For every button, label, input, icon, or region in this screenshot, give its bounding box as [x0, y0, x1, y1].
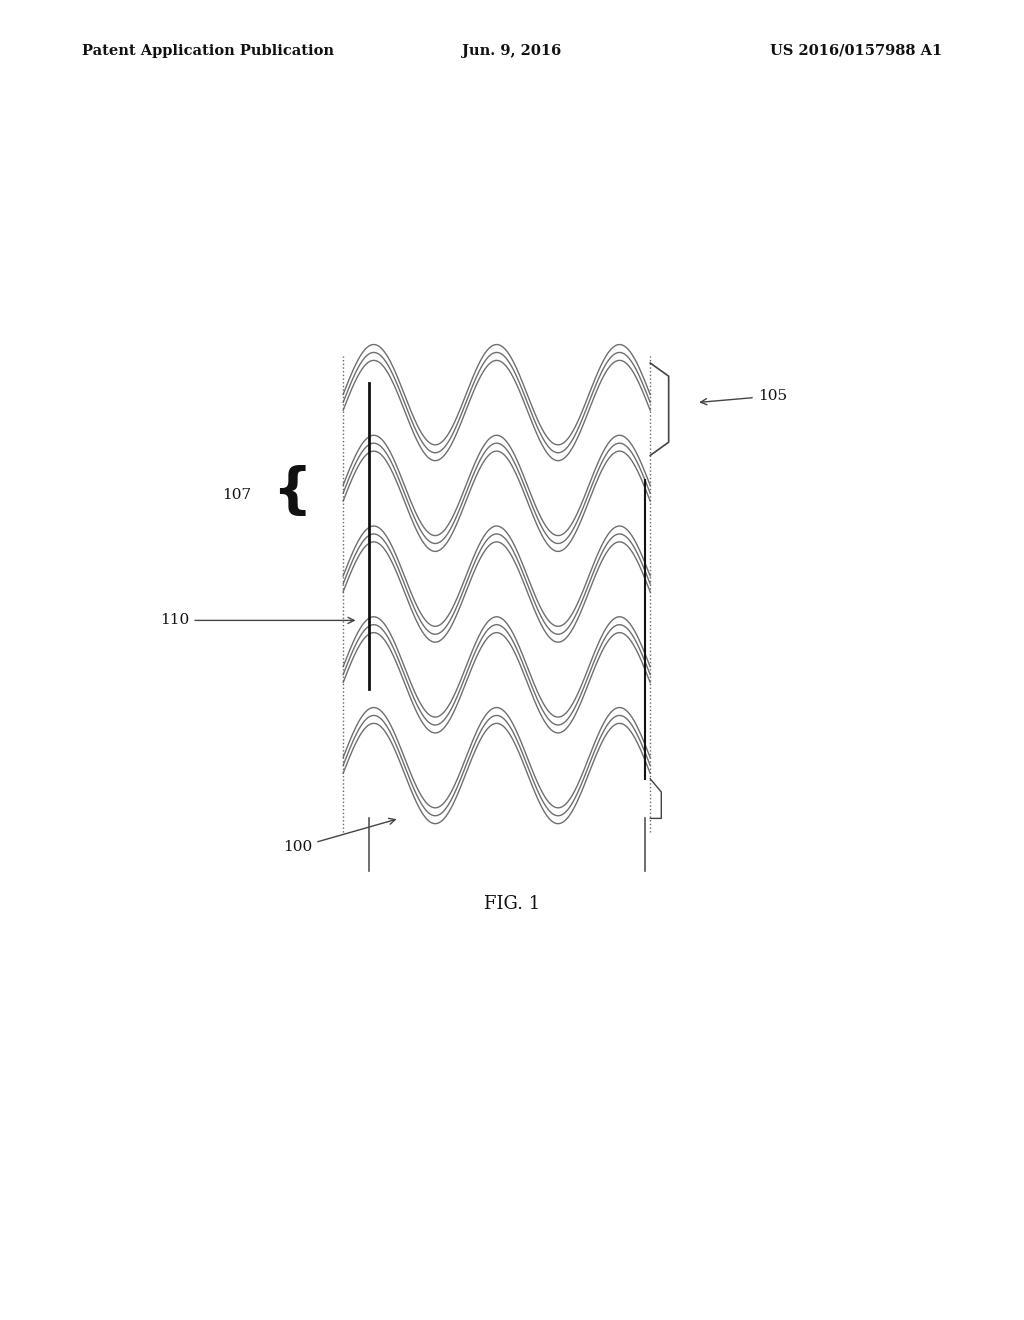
Text: Jun. 9, 2016: Jun. 9, 2016: [463, 44, 561, 58]
Text: 107: 107: [222, 488, 251, 502]
Text: 100: 100: [283, 818, 395, 854]
Text: 110: 110: [160, 614, 354, 627]
Text: US 2016/0157988 A1: US 2016/0157988 A1: [770, 44, 942, 58]
Text: {: {: [272, 465, 311, 519]
Text: 105: 105: [700, 389, 786, 405]
Text: Patent Application Publication: Patent Application Publication: [82, 44, 334, 58]
Text: FIG. 1: FIG. 1: [484, 895, 540, 913]
